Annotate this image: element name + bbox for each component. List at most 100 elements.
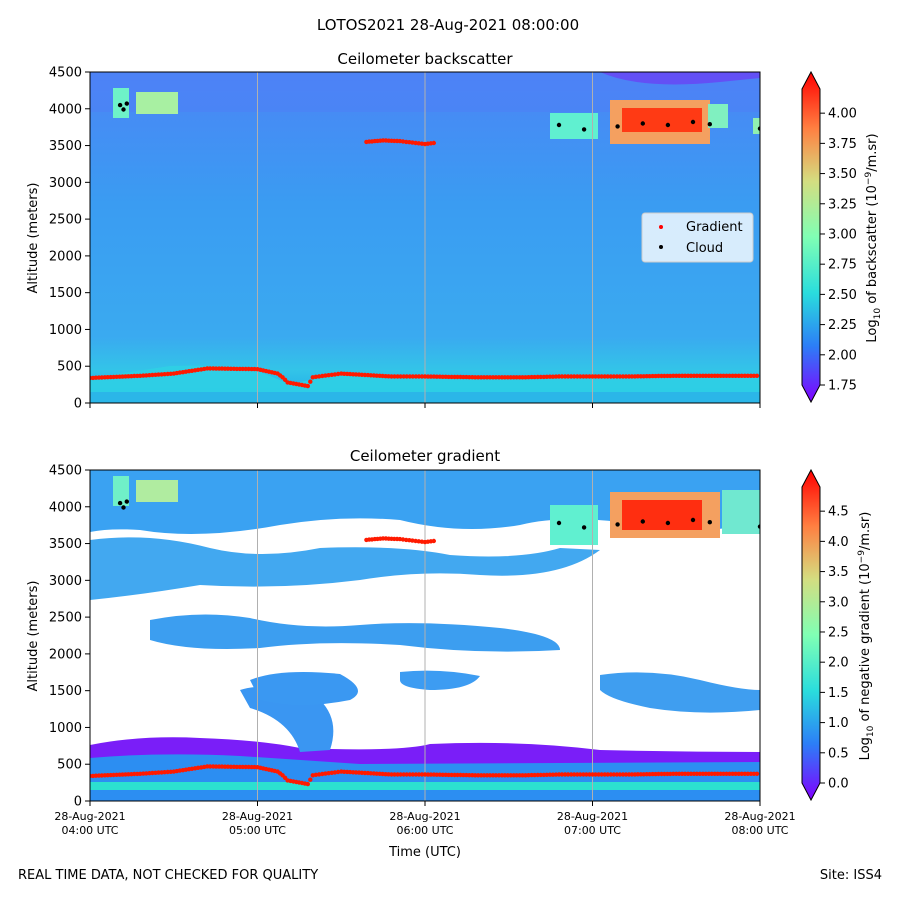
x-tick-label-time: 05:00 UTC (229, 824, 286, 837)
backscatter-gradient-point (308, 379, 313, 384)
footer-disclaimer: REAL TIME DATA, NOT CHECKED FOR QUALITY (18, 868, 319, 883)
gradient-colorbar-tick-label: 2.0 (828, 656, 849, 671)
gradient-cloud-point (124, 499, 129, 504)
backscatter-ytick-label: 3500 (49, 139, 82, 154)
backscatter-colorbar-ticks: 1.75 2.00 2.25 2.50 2.75 3.00 3.25 3.50 3.75 4.00 (820, 107, 857, 394)
gradient-gradient-point (400, 537, 406, 542)
backscatter-colorbar-tick-label: 2.50 (828, 288, 857, 303)
gradient-gradient-point (335, 769, 341, 775)
backscatter-colorbar-tick-label: 3.00 (828, 227, 857, 242)
gradient-gradient-point (559, 772, 565, 777)
figure-suptitle: LOTOS2021 28-Aug-2021 08:00:00 (317, 16, 579, 34)
gradient-gradient-point (733, 771, 738, 776)
gradient-gradient-point (538, 772, 543, 778)
backscatter-gradient-point (559, 374, 565, 379)
gradient-gradient-point (308, 777, 313, 782)
gradient-xlabel: Time (UTC) (388, 845, 461, 860)
gradient-gradient-point (323, 771, 328, 776)
backscatter-gradient-point (326, 373, 331, 378)
backscatter-cloud-point (665, 122, 671, 128)
gradient-cloud-point (581, 525, 587, 530)
gradient-ytick-label: 1000 (49, 721, 82, 736)
backscatter-ytick-label: 0 (74, 397, 82, 412)
gradient-colorbar-ticks: 0.0 0.5 1.0 1.5 2.0 2.5 3.0 3.5 4.0 4.5 (820, 505, 849, 792)
gradient-ytick-label: 2000 (49, 647, 82, 662)
gradient-colorbar-tick-label: 4.5 (828, 505, 849, 520)
gradient-ylabel: Altitude (meters) (26, 581, 41, 692)
gradient-cloud-band (600, 672, 760, 713)
backscatter-gradient-point (416, 141, 421, 146)
gradient-ytick-label: 2500 (49, 611, 82, 626)
backscatter-gradient-point (410, 374, 415, 379)
backscatter-yaxis: 0 500 1000 1500 2000 2500 3000 3500 4000 4500 (49, 66, 90, 412)
backscatter-gradient-point (584, 374, 589, 379)
backscatter-colorbar-tick-label: 4.00 (828, 107, 857, 122)
gradient-ytick-label: 4000 (49, 500, 82, 515)
backscatter-gradient-point (617, 374, 623, 379)
backscatter-gradient-point (305, 383, 310, 389)
backscatter-cloud-patch (136, 92, 178, 114)
backscatter-panel: Ceilometer backscatter 0 500 1000 1500 2000 2… (26, 50, 883, 412)
backscatter-cloud-point (121, 107, 126, 112)
gradient-cloud-point (121, 505, 126, 510)
backscatter-gradient-point (335, 371, 341, 377)
backscatter-colorbar: 1.75 2.00 2.25 2.50 2.75 3.00 3.25 3.50 3.75 4.00… (801, 70, 883, 404)
gradient-gradient-point (599, 772, 604, 777)
legend-label-cloud: Cloud (686, 241, 723, 256)
gradient-colorbar-tick-label: 1.0 (828, 716, 849, 731)
backscatter-gradient-point (611, 374, 616, 379)
backscatter-ytick-label: 2500 (49, 213, 82, 228)
gradient-ytick-label: 3000 (49, 574, 82, 589)
backscatter-cloud-point (690, 119, 696, 125)
backscatter-gradient-point (739, 373, 744, 378)
backscatter-gradient-point (754, 373, 760, 378)
backscatter-gradient-point (550, 374, 556, 379)
backscatter-marks (90, 101, 760, 389)
gradient-marks (90, 499, 760, 787)
gradient-ytick-label: 4500 (49, 464, 82, 479)
backscatter-gridlines (257, 72, 593, 403)
gradient-yaxis: 0 500 1000 1500 2000 2500 3000 3500 4000 4500 (49, 464, 90, 810)
gradient-cloud-band (150, 614, 560, 652)
backscatter-ytick-label: 3000 (49, 176, 82, 191)
backscatter-gradient-point (599, 374, 604, 379)
backscatter-ytick-label: 4000 (49, 102, 82, 117)
backscatter-gradient-point (313, 374, 319, 379)
backscatter-gradient-point (544, 374, 549, 379)
backscatter-cloud-patch (708, 104, 728, 128)
backscatter-colorbar-bar (801, 70, 821, 404)
gradient-gradient-point (416, 772, 422, 777)
gradient-colorbar-tick-label: 4.0 (828, 535, 849, 550)
backscatter-gradient-point (400, 139, 406, 144)
gradient-colorbar-tick-label: 0.5 (828, 746, 849, 761)
gradient-gradient-point (605, 772, 610, 777)
legend-label-gradient: Gradient (686, 220, 743, 235)
backscatter-cloud-point (556, 122, 562, 128)
backscatter-cloud-point (615, 124, 620, 129)
gradient-gradient-point (398, 772, 403, 777)
gradient-cloud-point (640, 519, 645, 524)
backscatter-cloud-point (581, 127, 587, 132)
gradient-gradient-point (593, 772, 598, 777)
gradient-gradient-point (532, 772, 537, 778)
gradient-cloud-point (556, 520, 562, 526)
gradient-gradient-point (392, 772, 397, 777)
gradient-colorbar-tick-label: 3.5 (828, 565, 849, 580)
backscatter-colorbar-tick-label: 2.00 (828, 348, 857, 363)
gradient-gridlines (257, 470, 593, 801)
backscatter-cloud-point (124, 101, 129, 106)
gradient-gradient-point (416, 539, 421, 544)
gradient-cloud-point (615, 522, 620, 527)
gradient-gradient-point (550, 772, 556, 777)
backscatter-title: Ceilometer backscatter (337, 50, 513, 68)
gradient-gradient-point (751, 771, 757, 776)
x-tick-label-date: 28-Aug-2021 (724, 810, 795, 823)
gradient-gradient-point (745, 771, 750, 776)
backscatter-ytick-label: 4500 (49, 66, 82, 81)
backscatter-gradient-point (727, 373, 732, 378)
gradient-gradient-point (332, 770, 338, 775)
x-tick-label-date: 28-Aug-2021 (389, 810, 460, 823)
legend-marker-cloud (659, 245, 663, 249)
gradient-cloud-patch (113, 476, 129, 506)
